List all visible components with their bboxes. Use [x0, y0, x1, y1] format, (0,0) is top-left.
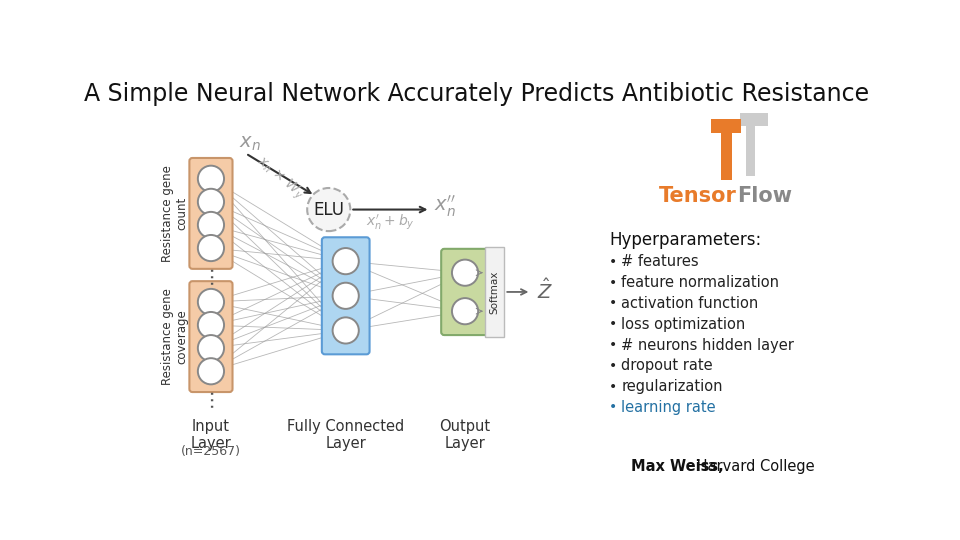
Text: activation function: activation function — [621, 296, 758, 311]
Text: loss optimization: loss optimization — [621, 317, 746, 332]
FancyBboxPatch shape — [442, 249, 489, 335]
Text: Harvard College: Harvard College — [692, 459, 815, 474]
FancyBboxPatch shape — [322, 237, 370, 354]
Circle shape — [332, 318, 359, 343]
Text: •: • — [609, 359, 617, 373]
Circle shape — [198, 189, 224, 215]
FancyBboxPatch shape — [189, 281, 232, 392]
Circle shape — [332, 248, 359, 274]
Text: feature normalization: feature normalization — [621, 275, 780, 290]
Text: Max Weiss,: Max Weiss, — [631, 459, 723, 474]
Polygon shape — [740, 112, 768, 177]
Text: Flow: Flow — [737, 186, 792, 206]
Text: Resistance gene
coverage: Resistance gene coverage — [160, 288, 188, 385]
Text: # features: # features — [621, 254, 699, 269]
Text: A Simple Neural Network Accurately Predicts Antibiotic Resistance: A Simple Neural Network Accurately Predi… — [84, 82, 869, 106]
Text: Output
Layer: Output Layer — [440, 419, 491, 451]
Text: ELU: ELU — [313, 200, 345, 219]
Circle shape — [452, 298, 478, 325]
Text: •: • — [609, 255, 617, 269]
Circle shape — [198, 335, 224, 361]
Text: •: • — [609, 318, 617, 332]
Circle shape — [198, 235, 224, 261]
Text: ⋯: ⋯ — [202, 265, 221, 284]
Text: dropout rate: dropout rate — [621, 359, 713, 373]
Text: learning rate: learning rate — [621, 400, 716, 415]
Text: ⋯: ⋯ — [202, 388, 221, 407]
Circle shape — [452, 260, 478, 286]
Circle shape — [332, 283, 359, 309]
Circle shape — [198, 358, 224, 384]
Text: Softmax: Softmax — [490, 270, 499, 314]
Text: •: • — [609, 401, 617, 415]
FancyBboxPatch shape — [485, 247, 504, 336]
Circle shape — [307, 188, 350, 231]
Text: Fully Connected
Layer: Fully Connected Layer — [287, 419, 404, 451]
Text: $\mathit{x_n}$ $\mathit{\times}$ $\mathit{W_y}$: $\mathit{x_n}$ $\mathit{\times}$ $\mathi… — [252, 153, 308, 204]
Text: Tensor: Tensor — [659, 186, 737, 206]
Circle shape — [198, 212, 224, 238]
Text: $\mathit{x_n' + b_y}$: $\mathit{x_n' + b_y}$ — [366, 212, 415, 232]
Text: $\mathit{x_n}$: $\mathit{x_n}$ — [239, 134, 261, 153]
Circle shape — [198, 312, 224, 338]
Circle shape — [198, 289, 224, 315]
FancyBboxPatch shape — [189, 158, 232, 269]
Text: •: • — [609, 338, 617, 352]
Text: $\mathit{x_n''}$: $\mathit{x_n''}$ — [434, 194, 457, 219]
Circle shape — [198, 166, 224, 192]
Text: # neurons hidden layer: # neurons hidden layer — [621, 338, 794, 353]
Text: Input
Layer: Input Layer — [191, 419, 231, 451]
Text: •: • — [609, 296, 617, 310]
Text: $\hat{Z}$: $\hat{Z}$ — [537, 278, 553, 303]
Text: Hyperparameters:: Hyperparameters: — [609, 231, 761, 249]
Text: (n=2567): (n=2567) — [180, 445, 241, 458]
Text: •: • — [609, 380, 617, 394]
Text: Resistance gene
count: Resistance gene count — [160, 165, 188, 262]
Text: •: • — [609, 276, 617, 289]
Polygon shape — [710, 119, 741, 180]
Text: regularization: regularization — [621, 379, 723, 394]
